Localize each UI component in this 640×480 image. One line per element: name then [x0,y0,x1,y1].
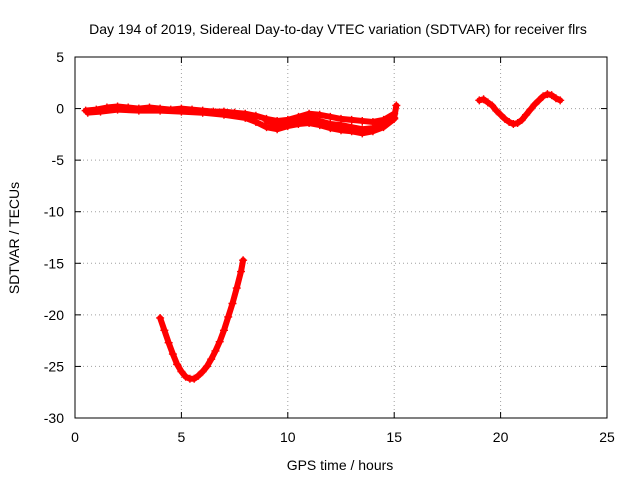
data-point [543,90,552,99]
axis-ticks [74,56,608,419]
data-point [202,362,211,371]
data-point [194,371,203,380]
data-point [556,96,565,105]
plot-frame [74,56,608,419]
data-point [347,123,356,132]
data-point [475,96,484,105]
data-point [241,113,250,122]
data-point [134,106,143,115]
data-point [198,367,207,376]
x-tick-label: 25 [599,429,615,445]
x-tick-label: 15 [386,429,402,445]
data-point [283,119,292,128]
data-point [551,94,560,103]
data-point [517,115,526,124]
data-point [305,113,314,122]
data-point [368,124,377,133]
data-point [273,120,282,129]
x-tick-label: 5 [178,429,186,445]
data-point [177,107,186,116]
data-point [492,106,501,115]
data-point [509,120,518,129]
series-main-band-c [262,101,401,134]
data-point [156,106,165,115]
data-point [358,125,367,134]
data-point [236,267,245,276]
data-point [181,372,190,381]
chart-title: Day 194 of 2019, Sidereal Day-to-day VTE… [89,21,587,37]
data-point [392,101,401,110]
series-late-curve [475,90,565,129]
data-point [224,312,233,321]
data-point [522,110,531,119]
data-point [390,113,399,122]
data-point [326,112,335,121]
data-point [500,114,509,123]
data-point [337,121,345,130]
data-point [488,101,497,110]
data-point [228,299,237,308]
data-point [211,346,220,355]
data-point [526,105,535,114]
y-axis-label: SDTVAR / TECUs [6,182,22,294]
data-point [164,338,173,347]
y-tick-label: -10 [44,204,64,220]
data-point [326,120,335,129]
series-dip-curve [156,256,248,383]
data-point [173,360,182,369]
data-point [505,117,514,126]
data-point [294,114,303,123]
data-point [534,96,543,105]
data-point [358,116,367,125]
y-tick-label: -20 [44,307,64,323]
data-point [177,367,186,376]
y-tick-label: 5 [56,49,64,65]
data-point [239,256,248,265]
data-point [156,313,165,322]
data-point [168,350,177,359]
data-point [347,115,356,124]
x-tick-label: 20 [493,429,509,445]
data-point [219,326,228,335]
data-point [232,284,241,293]
data-point [207,355,216,364]
x-tick-label: 10 [280,429,296,445]
data-point [379,120,388,129]
data-point [539,92,548,101]
data-point [547,91,556,100]
data-point [160,326,169,335]
x-axis-label: GPS time / hours [287,457,394,473]
tick-labels: 0 5 10 15 20 25 -30 -25 -20 -15 -10 -5 0 5 [44,49,615,445]
y-tick-label: -30 [44,410,64,426]
data-point [83,108,92,117]
data-point [113,105,122,114]
data-point [513,119,522,128]
data-point [483,98,492,107]
y-tick-label: -25 [44,358,64,374]
data-point [262,116,271,125]
data-point [251,117,260,126]
data-point [496,110,505,119]
x-tick-label: 0 [71,429,79,445]
y-tick-label: -15 [44,255,64,271]
y-tick-label: -5 [52,152,65,168]
data-point [215,337,224,346]
data-series [81,90,565,383]
data-point [530,100,539,109]
data-point [198,108,207,117]
data-point [479,95,488,104]
y-tick-label: 0 [56,101,64,117]
data-point [315,116,324,125]
data-point [219,110,228,119]
data-point [96,107,105,116]
data-point [190,374,199,383]
